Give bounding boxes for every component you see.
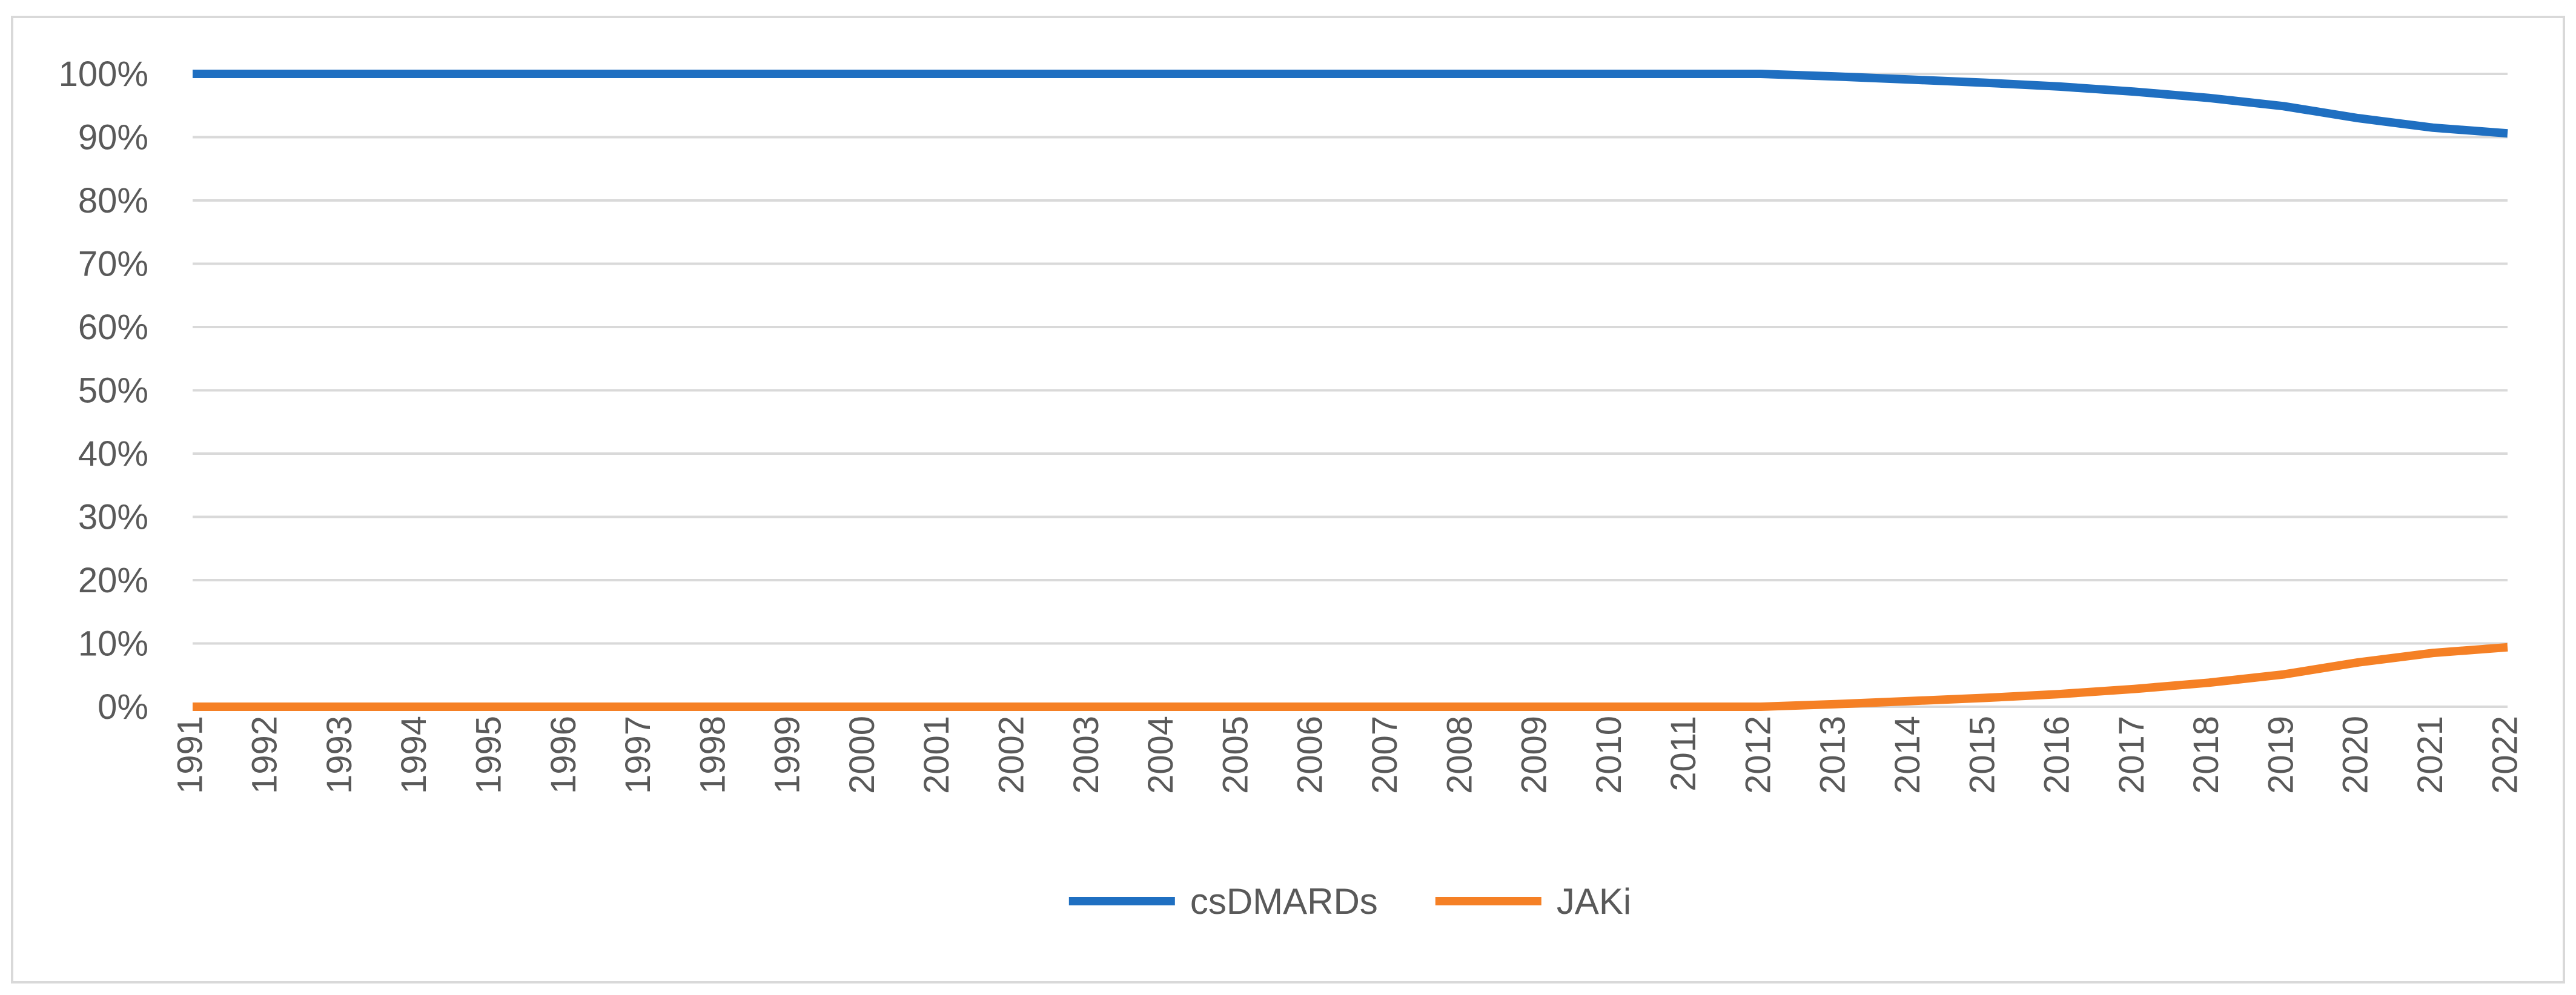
y-tick-label: 50% (78, 371, 148, 411)
x-tick-label: 2007 (1365, 716, 1405, 794)
y-tick-label: 80% (78, 181, 148, 220)
y-tick-label: 100% (59, 55, 148, 94)
legend: csDMARDs JAKi (1068, 881, 1631, 922)
x-tick-label: 2010 (1589, 716, 1629, 794)
x-tick-label: 1994 (394, 716, 434, 794)
y-tick-label: 70% (78, 245, 148, 284)
x-tick-label: 2005 (1216, 716, 1255, 794)
y-axis-tick-labels: 0% 10% 20% 30% 40% 50% 60% 70% 80% 90% 100% (59, 55, 148, 727)
x-tick-label: 2003 (1067, 716, 1106, 794)
x-tick-label: 2019 (2261, 716, 2300, 794)
x-tick-label: 2009 (1515, 716, 1554, 794)
legend-label: JAKi (1557, 881, 1631, 922)
legend-label: csDMARDs (1190, 881, 1378, 922)
x-tick-label: 1997 (618, 716, 658, 794)
y-tick-label: 90% (78, 118, 148, 157)
chart-border (11, 16, 2565, 983)
x-tick-label: 2018 (2187, 716, 2226, 794)
x-tick-label: 2016 (2038, 716, 2077, 794)
x-tick-label: 2012 (1738, 716, 1778, 794)
series-lines (193, 70, 2508, 711)
x-tick-label: 1993 (320, 716, 359, 794)
x-tick-label: 2008 (1440, 716, 1479, 794)
x-axis-tick-labels: 1991 1992 1993 1994 1995 1996 1997 1998 1999 2000… (170, 716, 2525, 794)
x-tick-label: 1992 (245, 716, 285, 794)
x-tick-label: 2017 (2112, 716, 2151, 794)
x-tick-label: 2014 (1888, 716, 1927, 794)
x-tick-label: 1991 (170, 716, 210, 794)
x-tick-label: 2006 (1291, 716, 1330, 794)
x-tick-label: 1998 (693, 716, 732, 794)
legend-item-csdmards: csDMARDs (1068, 881, 1378, 922)
series-line-csdmards (193, 70, 2508, 138)
x-tick-label: 2000 (843, 716, 882, 794)
y-tick-label: 0% (98, 687, 148, 727)
y-tick-label: 60% (78, 308, 148, 347)
series-line-jaki (193, 643, 2508, 711)
x-tick-label: 2013 (1813, 716, 1853, 794)
y-tick-label: 20% (78, 561, 148, 600)
y-tick-label: 30% (78, 498, 148, 537)
x-tick-label: 1999 (768, 716, 807, 794)
x-tick-label: 2020 (2336, 716, 2376, 794)
y-tick-label: 10% (78, 624, 148, 664)
x-tick-label: 1995 (469, 716, 508, 794)
x-tick-label: 2011 (1664, 716, 1703, 792)
y-tick-label: 40% (78, 434, 148, 474)
x-tick-label: 2001 (917, 716, 956, 794)
legend-item-jaki: JAKi (1435, 881, 1631, 922)
x-tick-label: 2004 (1141, 716, 1180, 794)
x-tick-label: 2022 (2485, 716, 2525, 794)
x-tick-label: 1996 (544, 716, 583, 794)
x-tick-label: 2021 (2411, 716, 2450, 794)
x-tick-label: 2002 (992, 716, 1031, 794)
x-tick-label: 2015 (1962, 716, 2002, 794)
